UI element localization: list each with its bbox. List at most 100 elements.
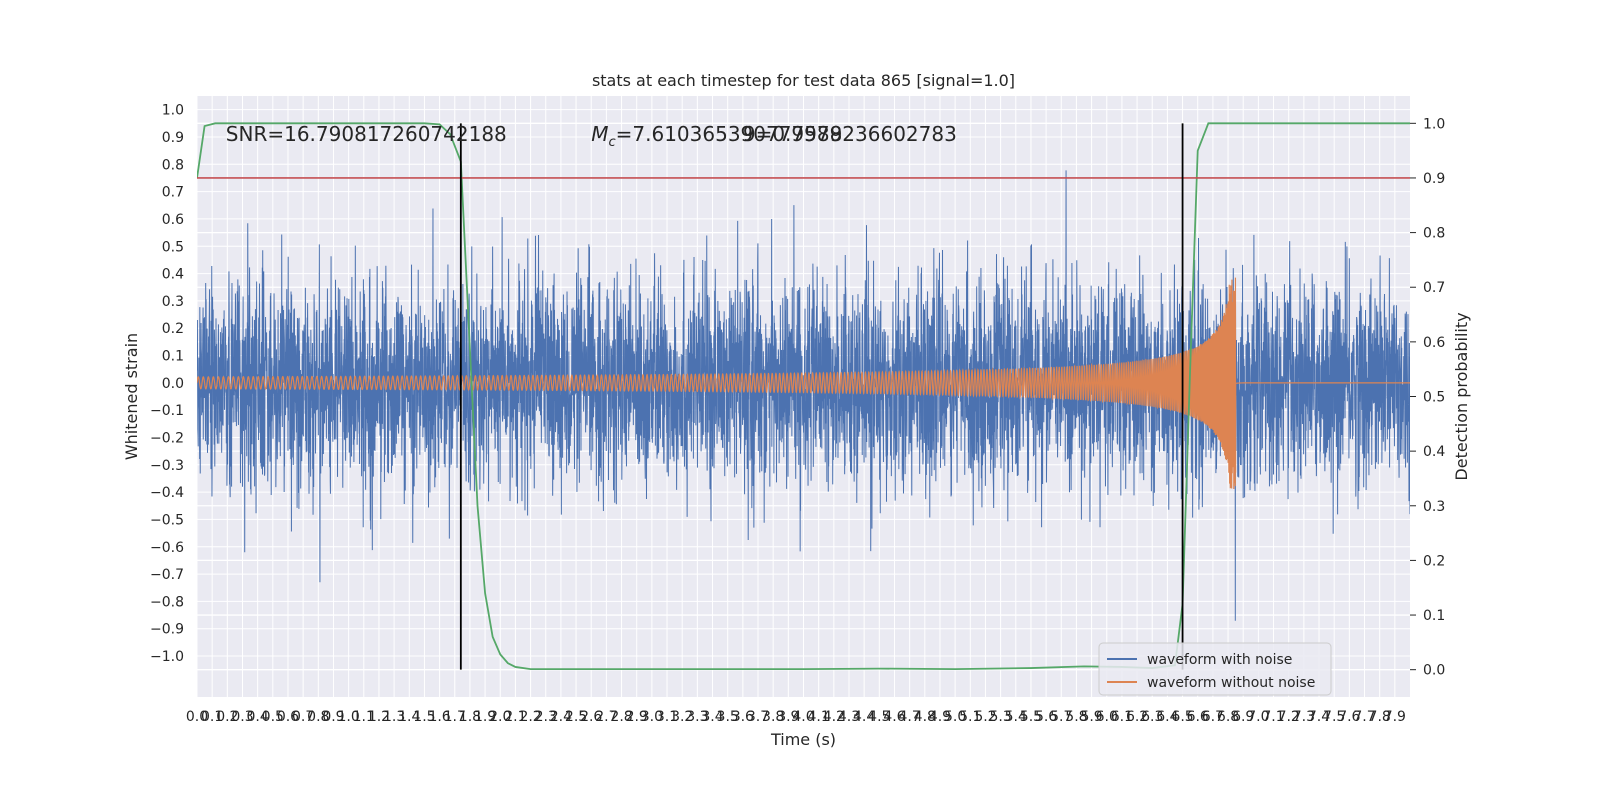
x-tick-label: 1.2 [368, 709, 390, 725]
y-tick-label: 0.4 [162, 267, 184, 283]
x-tick-label: 1.0 [337, 709, 359, 725]
series-line-waveform-without-noise [197, 277, 1410, 490]
series-line-detection-probability [197, 122, 1410, 671]
x-tick-label: 7.7 [1353, 709, 1375, 725]
x-tick-label: 0.5 [262, 709, 284, 725]
x-tick-label: 5.7 [1050, 709, 1072, 725]
x-tick-label: 7.2 [1278, 709, 1300, 725]
y-tick-label: 0.9 [162, 130, 184, 146]
x-tick-label: 5.2 [974, 709, 996, 725]
x-tick-label: 6.4 [1156, 709, 1178, 725]
x-tick-label: 1.5 [413, 709, 435, 725]
x-tick-label: 3.9 [777, 709, 799, 725]
x-tick-label: 0.4 [247, 709, 269, 725]
x-tick-label: 5.1 [959, 709, 981, 725]
x-tick-label: 1.6 [428, 709, 450, 725]
x-tick-label: 4.9 [929, 709, 951, 725]
right-y-tick-label: 0.2 [1423, 553, 1445, 569]
y-tick-label: 0.2 [162, 321, 184, 337]
snr-annotation: SNR=16.790817260742188 [226, 122, 507, 146]
y-axis-title: Whitened strain [122, 333, 141, 460]
x-tick-label: 6.8 [1217, 709, 1239, 725]
x-tick-label: 1.3 [383, 709, 405, 725]
x-tick-label: 0.1 [201, 709, 223, 725]
legend-label-waveform-with-noise: waveform with noise [1147, 652, 1292, 668]
x-tick-label: 5.3 [989, 709, 1011, 725]
chirp-mass-subscript: c [608, 135, 615, 150]
x-tick-label: 2.5 [565, 709, 587, 725]
x-tick-label: 4.3 [838, 709, 860, 725]
x-tick-label: 7.8 [1369, 709, 1391, 725]
x-tick-label: 5.5 [1020, 709, 1042, 725]
chirp-mass-value: =7.610365390777588 [616, 122, 843, 146]
x-tick-label: 0.2 [216, 709, 238, 725]
x-tick-label: 6.1 [1111, 709, 1133, 725]
x-tick-label: 6.3 [1141, 709, 1163, 725]
y-tick-label: −0.5 [150, 512, 184, 528]
x-tick-label: 4.1 [808, 709, 830, 725]
x-tick-label: 1.8 [459, 709, 481, 725]
x-tick-label: 1.1 [353, 709, 375, 725]
x-tick-label: 0.6 [277, 709, 299, 725]
right-y-tick-label: 0.3 [1423, 499, 1445, 515]
x-tick-label: 0.9 [322, 709, 344, 725]
y-tick-label: 0.8 [162, 157, 184, 173]
y-tick-label: 1.0 [162, 103, 184, 119]
x-tick-label: 2.9 [626, 709, 648, 725]
right-y-tick-label: 1.0 [1423, 116, 1445, 132]
x-tick-label: 4.0 [792, 709, 814, 725]
x-tick-label: 4.8 [914, 709, 936, 725]
x-tick-labels: 0.00.10.20.30.40.50.60.70.80.91.01.11.21… [186, 709, 1406, 725]
chart-title: stats at each timestep for test data 865… [592, 71, 1015, 90]
x-tick-label: 2.6 [580, 709, 602, 725]
right-y-tick-label: 0.1 [1423, 608, 1445, 624]
x-tick-label: 0.8 [307, 709, 329, 725]
x-tick-label: 0.7 [292, 709, 314, 725]
x-tick-label: 2.1 [504, 709, 526, 725]
y-tick-label: −0.3 [150, 458, 184, 474]
legend-box [1098, 642, 1332, 696]
y-tick-label: −0.4 [150, 485, 184, 501]
right-y-axis-title: Detection probability [1452, 312, 1471, 480]
x-tick-label: 6.2 [1126, 709, 1148, 725]
x-tick-label: 7.3 [1293, 709, 1315, 725]
x-axis-title: Time (s) [770, 730, 836, 749]
right-y-tick-label: 0.8 [1423, 226, 1445, 242]
x-tick-label: 3.5 [717, 709, 739, 725]
x-tick-label: 1.7 [444, 709, 466, 725]
x-tick-label: 2.7 [595, 709, 617, 725]
y-tick-label: 0.1 [162, 349, 184, 365]
x-tick-label: 7.0 [1247, 709, 1269, 725]
right-y-tick-label: 0.0 [1423, 663, 1445, 679]
x-tick-label: 3.0 [641, 709, 663, 725]
y-tick-label: −0.6 [150, 540, 184, 556]
x-tick-label: 3.6 [732, 709, 754, 725]
x-tick-label: 2.2 [519, 709, 541, 725]
x-tick-label: 4.6 [883, 709, 905, 725]
x-tick-label: 3.3 [686, 709, 708, 725]
x-tick-label: 3.7 [747, 709, 769, 725]
right-y-tick-label: 0.6 [1423, 335, 1445, 351]
x-tick-label: 0.0 [186, 709, 208, 725]
x-tick-label: 2.8 [610, 709, 632, 725]
x-tick-label: 3.8 [762, 709, 784, 725]
chirp-mass-annotation: Mc=7.610365390777588 [591, 122, 842, 150]
x-tick-label: 1.4 [398, 709, 420, 725]
x-tick-label: 4.7 [899, 709, 921, 725]
x-tick-label: 6.7 [1202, 709, 1224, 725]
legend-label-waveform-without-noise: waveform without noise [1147, 675, 1315, 691]
x-tick-label: 6.0 [1096, 709, 1118, 725]
x-tick-label: 7.1 [1262, 709, 1284, 725]
right-y-tick-label: 0.7 [1423, 280, 1445, 296]
x-tick-label: 3.1 [656, 709, 678, 725]
x-tick-label: 2.4 [550, 709, 572, 725]
x-tick-label: 4.5 [868, 709, 890, 725]
x-tick-label: 3.2 [671, 709, 693, 725]
x-tick-label: 6.5 [1171, 709, 1193, 725]
right-y-tick-label: 0.5 [1423, 390, 1445, 406]
overlap-annotation: 9=0.9979236602783 [743, 122, 957, 146]
x-tick-label: 3.4 [701, 709, 723, 725]
y-tick-labels: −1.0 −0.9 −0.8 −0.7 −0.6 −0.5 −0.4 −0.3 −0.2 −0.1… [150, 103, 184, 665]
legend: waveform with noise waveform without noi… [1098, 642, 1332, 696]
